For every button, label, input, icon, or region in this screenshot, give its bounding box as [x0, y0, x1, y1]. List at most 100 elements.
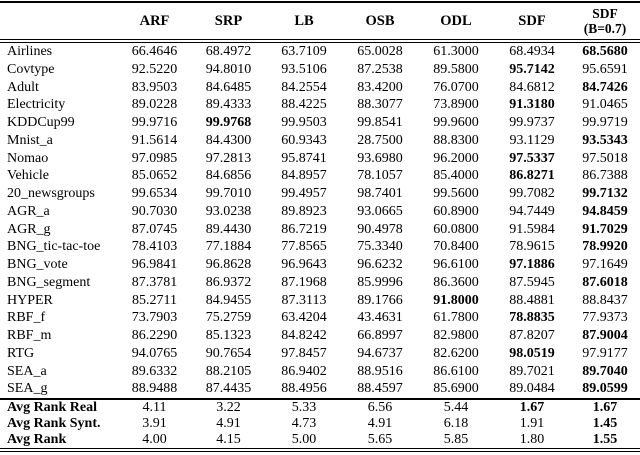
value-cell: 99.5600 — [433, 186, 479, 201]
value-cell: 99.9600 — [433, 115, 479, 130]
column-header-sdf-b07: SDF (B=0.7) — [570, 2, 640, 43]
value-cell: 4.91 — [367, 416, 393, 431]
value-cell: 87.0745 — [131, 221, 178, 237]
row-label: Vehicle — [7, 168, 49, 184]
row-label: Avg Rank Synt. — [7, 416, 101, 431]
value-cell: 77.8565 — [281, 239, 327, 255]
value-cell: 99.4957 — [281, 186, 327, 201]
dataset-row: RBF_m 86.2290 85.1323 84.8242 66.8997 82.9800… — [0, 327, 640, 345]
value-cell: 90.4978 — [357, 221, 403, 237]
row-label: Avg Rank Real — [0, 398, 118, 416]
value-cell: 1.55 — [570, 432, 640, 452]
dataset-row: Airlines 66.4646 68.4972 63.7109 65.0028 61.3… — [0, 41, 640, 61]
column-header-odl: ODL — [418, 2, 494, 43]
value-cell: 94.6737 — [357, 345, 403, 361]
value-cell: 85.1323 — [205, 328, 252, 343]
value-cell: 83.9503 — [131, 79, 178, 95]
value-cell: 99.9737 — [509, 115, 555, 130]
value-cell: 4.91 — [216, 416, 241, 431]
value-cell: 96.9643 — [281, 257, 327, 272]
value-cell: 89.4430 — [205, 221, 252, 237]
value-cell: 97.5018 — [582, 150, 628, 166]
avg-rank-row: Avg Rank Real 4.11 3.22 5.33 6.56 5.44 1.67 1.6… — [0, 398, 640, 416]
value-cell: 86.7219 — [281, 221, 327, 237]
value-cell: 85.6900 — [433, 381, 479, 397]
value-cell: 28.7500 — [357, 132, 403, 148]
value-cell: 77.9373 — [582, 310, 628, 326]
value-cell: 91.5614 — [131, 132, 178, 148]
value-cell: 99.8541 — [357, 115, 403, 130]
value-cell: 89.6332 — [131, 363, 178, 379]
value-cell: 84.7426 — [582, 79, 628, 95]
row-label: BNG_segment — [7, 274, 91, 290]
value-cell: 91.5984 — [509, 221, 555, 237]
value-cell: 97.1886 — [509, 257, 555, 272]
value-cell: 88.9488 — [131, 381, 178, 397]
value-cell: 77.1884 — [205, 239, 252, 255]
row-label: BNG_tic-tac-toe — [7, 239, 101, 255]
value-cell: 1.67 — [570, 398, 640, 416]
value-cell: 84.8242 — [281, 328, 327, 343]
value-cell: 94.8459 — [582, 203, 628, 219]
dataset-row: RTG 94.0765 90.7654 97.8457 94.6737 82.6200 98… — [0, 345, 640, 363]
value-cell: 61.3000 — [433, 44, 479, 59]
dataset-row: BNG_segment 87.3781 86.9372 87.1968 85.9996 8… — [0, 274, 640, 292]
row-label: Avg Rank — [0, 432, 118, 452]
value-cell: 63.7109 — [281, 44, 327, 59]
value-cell: 93.5343 — [582, 132, 628, 148]
value-cell: 84.6485 — [205, 79, 252, 95]
dataset-row: AGR_a 90.7030 93.0238 89.8923 93.0665 60.8900… — [0, 203, 640, 221]
value-cell: 89.0228 — [131, 97, 178, 113]
value-cell: 68.4934 — [509, 44, 555, 59]
value-cell: 96.6232 — [357, 257, 403, 272]
value-cell: 87.2538 — [357, 61, 403, 77]
value-cell: 84.9455 — [205, 292, 252, 308]
column-header-sdf-b07-line1: SDF — [592, 6, 618, 21]
value-cell: 88.2105 — [205, 363, 252, 379]
value-cell: 85.4000 — [433, 168, 479, 184]
value-cell: 3.91 — [142, 416, 167, 431]
value-cell: 78.4103 — [131, 239, 178, 255]
value-cell: 60.0800 — [433, 221, 479, 237]
value-cell: 4.11 — [118, 398, 191, 416]
value-cell: 84.4300 — [205, 132, 252, 148]
value-cell: 3.22 — [191, 398, 266, 416]
value-cell: 90.7654 — [205, 345, 252, 361]
header-row: ARF SRP LB OSB ODL SDF SDF (B=0.7) — [0, 2, 640, 43]
value-cell: 86.7388 — [582, 168, 628, 184]
value-cell: 89.7040 — [582, 363, 628, 379]
row-label: Electricity — [7, 97, 66, 113]
value-cell: 65.0028 — [357, 44, 403, 59]
value-cell: 95.6591 — [582, 61, 628, 77]
value-cell: 92.5220 — [131, 61, 178, 77]
value-cell: 87.1968 — [281, 274, 327, 290]
value-cell: 75.3340 — [357, 239, 403, 255]
row-label: SEA_a — [7, 363, 47, 379]
value-cell: 85.2711 — [132, 292, 177, 308]
row-label: RBF_m — [7, 328, 52, 343]
value-cell: 78.9920 — [582, 239, 628, 255]
column-header-arf: ARF — [118, 2, 191, 43]
value-cell: 87.3113 — [281, 292, 327, 308]
value-cell: 98.0519 — [509, 345, 555, 361]
value-cell: 97.1649 — [582, 257, 628, 272]
value-cell: 99.7082 — [509, 186, 555, 201]
value-cell: 6.18 — [443, 416, 469, 431]
row-label: BNG_vote — [7, 257, 68, 272]
value-cell: 94.7449 — [509, 203, 555, 219]
row-label: RTG — [7, 345, 35, 361]
value-cell: 95.8741 — [281, 150, 327, 166]
value-cell: 73.7903 — [131, 310, 178, 326]
dataset-row: SEA_a 89.6332 88.2105 86.9402 88.9516 86.6100… — [0, 363, 640, 381]
column-header-sdf: SDF — [494, 2, 570, 43]
value-cell: 87.8207 — [509, 328, 555, 343]
value-cell: 4.15 — [191, 432, 266, 452]
value-cell: 75.2759 — [205, 310, 252, 326]
row-label: 20_newsgroups — [7, 186, 95, 201]
value-cell: 99.6534 — [131, 186, 178, 201]
value-cell: 96.6100 — [433, 257, 479, 272]
value-cell: 1.91 — [519, 416, 545, 431]
column-header-srp: SRP — [191, 2, 266, 43]
row-label: Covtype — [7, 61, 55, 77]
value-cell: 4.73 — [291, 416, 317, 431]
